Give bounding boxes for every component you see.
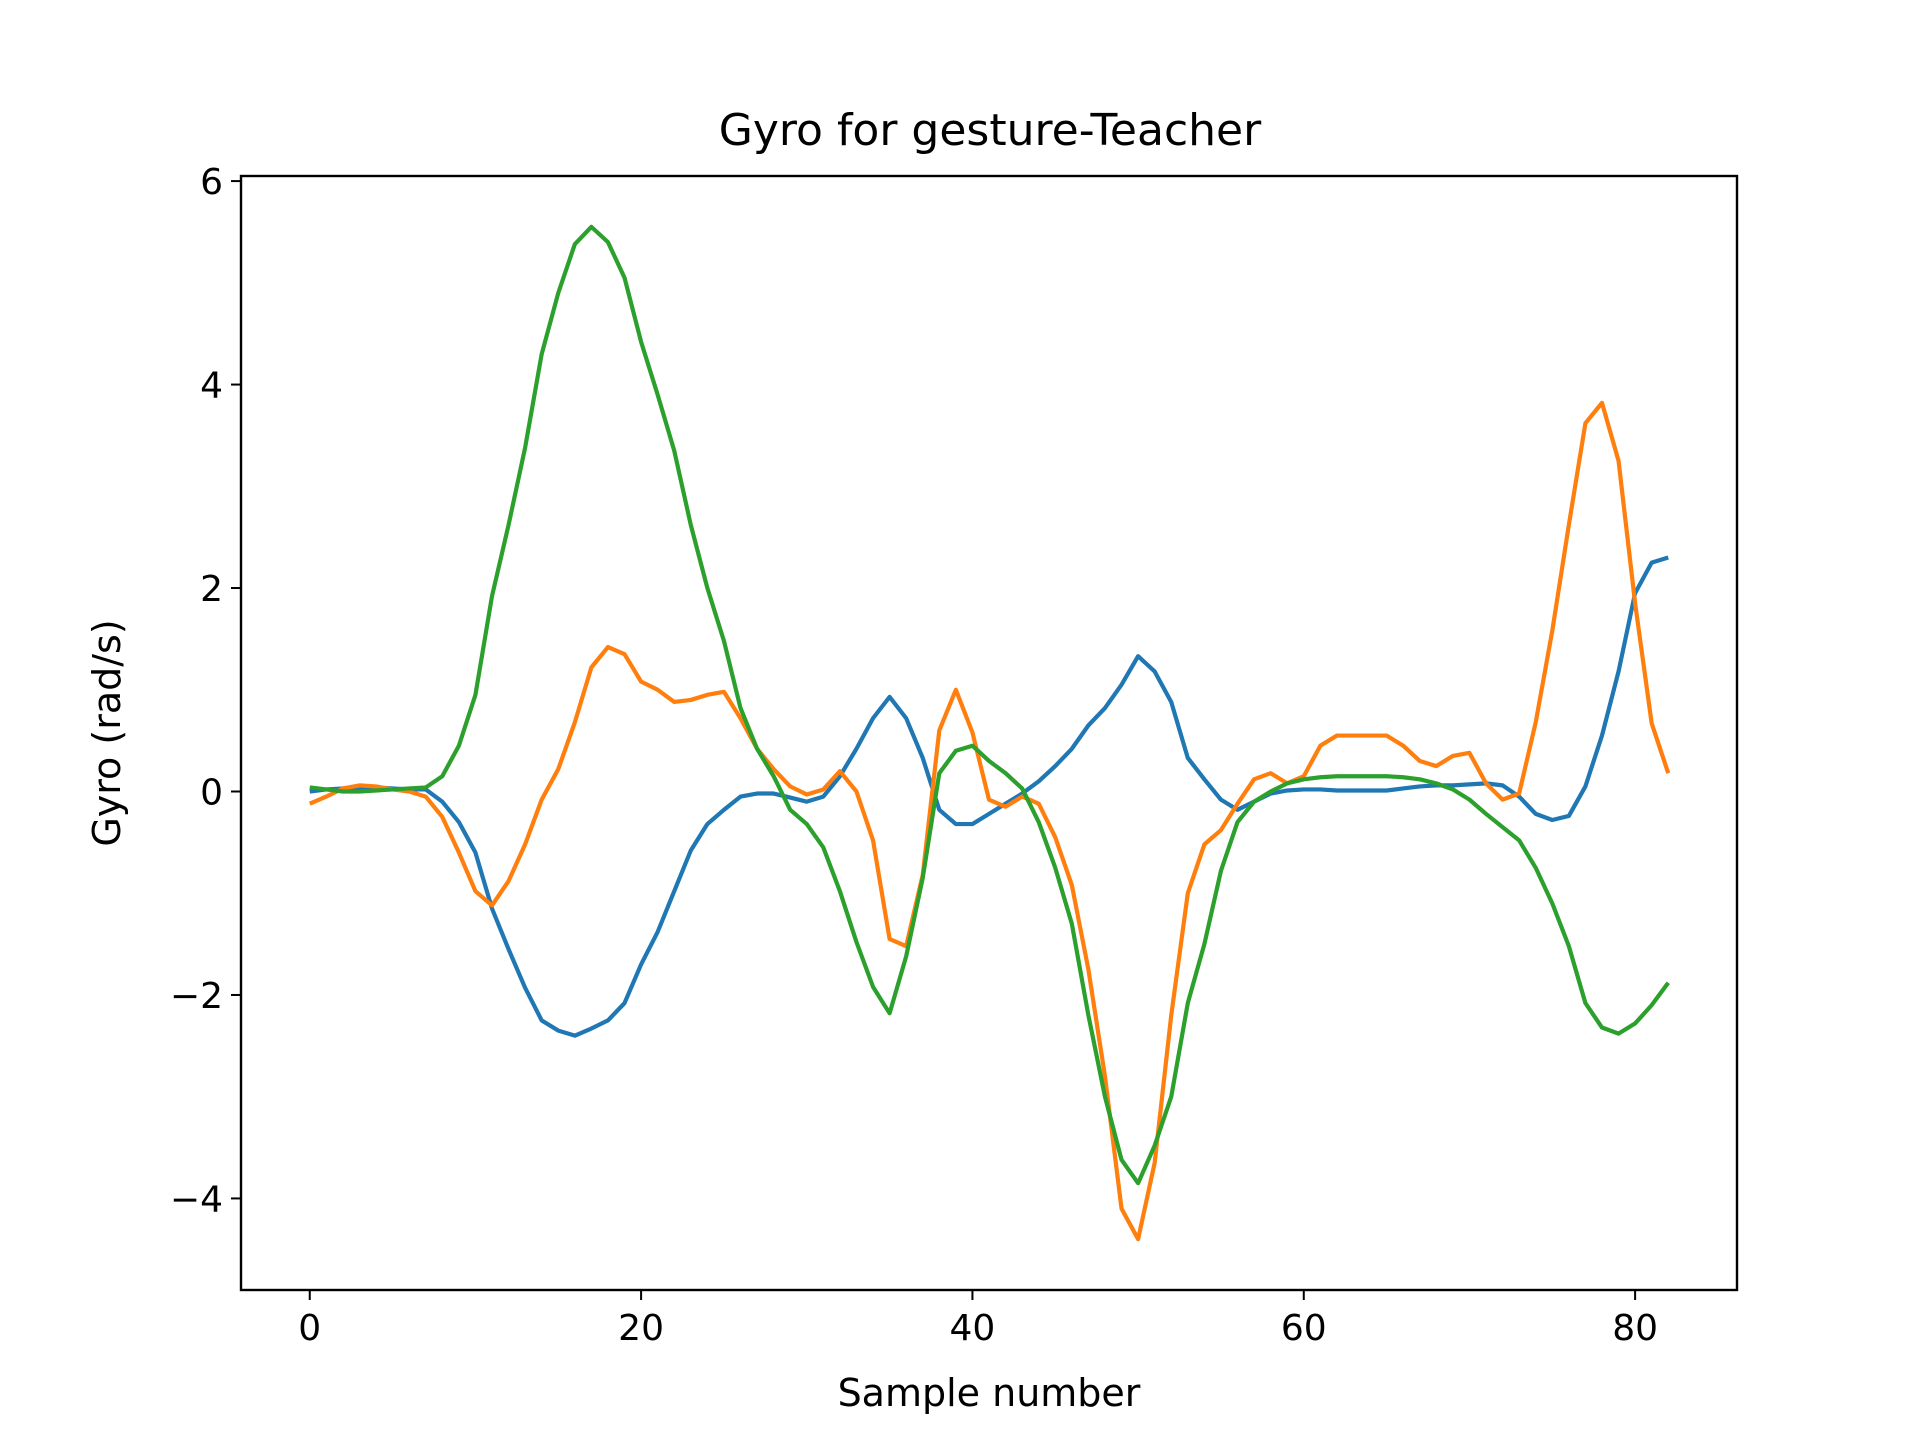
y-tick-label: 4 <box>200 366 223 407</box>
y-tick-label: −2 <box>170 976 223 1017</box>
y-tick-label: 0 <box>200 772 223 813</box>
axes-frame <box>239 174 1739 1292</box>
series-line-3 <box>309 224 1670 1186</box>
x-tick-label: 60 <box>1281 1308 1327 1349</box>
x-tick-label: 0 <box>298 1308 321 1349</box>
y-tick-label: −4 <box>170 1179 223 1220</box>
y-tick-label: 2 <box>200 569 223 610</box>
x-tick-label: 80 <box>1612 1308 1658 1349</box>
x-tick-label: 20 <box>618 1308 664 1349</box>
x-tick-label: 40 <box>950 1308 996 1349</box>
x-axis-label: Sample number <box>838 1371 1141 1415</box>
y-axis: −4 −2 0 2 4 6 <box>170 162 241 1220</box>
x-axis: 0 20 40 60 80 <box>298 1290 1658 1349</box>
series-line-2 <box>308 400 1671 1242</box>
y-tick-label: 6 <box>200 162 223 203</box>
chart-title: Gyro for gesture-Teacher <box>719 105 1262 156</box>
plot-area <box>308 224 1671 1242</box>
y-axis-label: Gyro (rad/s) <box>85 619 129 846</box>
